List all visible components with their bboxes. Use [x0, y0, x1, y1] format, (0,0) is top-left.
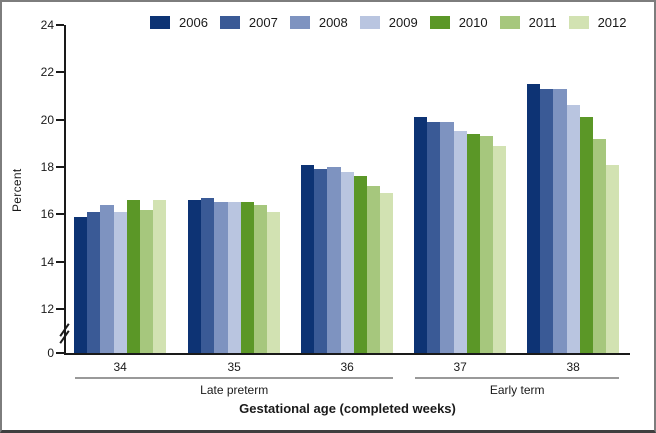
bar-2012-34 — [153, 200, 167, 353]
y-tick-label-22: 22 — [40, 65, 54, 80]
bar-2008-34 — [100, 204, 114, 353]
bar-2012-35 — [267, 211, 281, 353]
bar-2008-37 — [440, 122, 454, 353]
x-tick-label-35: 35 — [227, 360, 241, 374]
y-tick-16 — [56, 213, 64, 216]
bar-2009-36 — [340, 171, 354, 353]
bar-2008-35 — [214, 202, 228, 353]
y-tick-0 — [56, 352, 64, 354]
bar-2012-38 — [606, 164, 620, 353]
legend-item-2012: 2012 — [568, 15, 627, 30]
y-tick-label-24: 24 — [40, 17, 54, 32]
legend-label-2012: 2012 — [597, 15, 627, 30]
legend-item-2006: 2006 — [150, 15, 208, 30]
y-tick-label-18: 18 — [40, 159, 54, 174]
x-tick-label-34: 34 — [113, 360, 127, 374]
legend-label-2006: 2006 — [179, 15, 208, 30]
legend-item-2009: 2009 — [359, 15, 418, 30]
y-tick-label-0: 0 — [47, 346, 54, 360]
y-tick-label-12: 12 — [40, 302, 54, 316]
bar-2007-38 — [540, 88, 554, 353]
bar-2009-35 — [227, 202, 241, 353]
group-label: Early term — [489, 383, 545, 397]
x-tick-label-36: 36 — [340, 360, 354, 374]
y-tick-12 — [56, 308, 64, 310]
bar-2011-35 — [254, 204, 268, 353]
group-underline — [75, 377, 394, 379]
bar-2009-38 — [566, 105, 580, 353]
legend-label-2011: 2011 — [528, 15, 557, 30]
bar-2007-36 — [314, 169, 328, 353]
legend-swatch-2006 — [150, 16, 170, 29]
bar-2010-35 — [240, 202, 254, 353]
legend-label-2009: 2009 — [388, 15, 418, 30]
x-tick-label-38: 38 — [566, 360, 580, 374]
legend-label-2010: 2010 — [458, 15, 488, 30]
bar-2006-35 — [188, 200, 202, 353]
bar-2006-34 — [74, 216, 88, 353]
legend-swatch-2010 — [429, 16, 450, 29]
bar-2012-36 — [380, 193, 394, 353]
bar-2006-38 — [527, 84, 541, 353]
legend-label-2007: 2007 — [248, 15, 278, 30]
y-tick-label-14: 14 — [40, 254, 54, 269]
y-tick-label-16: 16 — [40, 207, 54, 222]
legend-swatch-2011 — [499, 16, 520, 29]
bar-2010-37 — [466, 133, 480, 353]
bar-2011-36 — [367, 185, 381, 353]
y-axis-line — [64, 25, 66, 355]
legend-swatch-2012 — [568, 16, 589, 29]
group-underline — [415, 377, 620, 379]
legend-swatch-2009 — [359, 16, 380, 29]
y-tick-22 — [56, 71, 64, 74]
bar-2010-38 — [579, 117, 593, 353]
legend-swatch-2007 — [219, 16, 240, 29]
legend-label-2008: 2008 — [318, 15, 348, 30]
bar-2011-34 — [140, 209, 154, 353]
y-tick-24 — [56, 23, 64, 26]
bar-2007-35 — [201, 197, 215, 353]
y-tick-14 — [56, 260, 64, 263]
bar-2012-37 — [493, 145, 507, 353]
bar-2006-37 — [414, 117, 428, 353]
group-label: Late preterm — [200, 383, 269, 397]
y-tick-18 — [56, 165, 64, 168]
bar-2007-34 — [87, 211, 101, 353]
bar-2007-37 — [427, 122, 441, 353]
bar-2010-36 — [353, 176, 367, 353]
x-tick-label-37: 37 — [453, 360, 467, 374]
legend-item-2010: 2010 — [429, 15, 488, 30]
bar-2008-38 — [553, 88, 567, 353]
y-tick-20 — [56, 118, 64, 121]
legend-item-2008: 2008 — [289, 15, 348, 30]
bar-2009-34 — [113, 211, 127, 353]
bar-2008-36 — [327, 166, 341, 353]
legend-item-2011: 2011 — [499, 15, 557, 30]
bar-2009-37 — [453, 131, 467, 353]
bar-2011-38 — [593, 138, 607, 353]
x-axis-line — [64, 353, 630, 355]
x-axis-title: Gestational age (completed weeks) — [239, 401, 456, 416]
bar-2006-36 — [301, 164, 315, 353]
legend-swatch-2008 — [289, 16, 310, 29]
bar-2010-34 — [126, 200, 140, 353]
y-tick-label-20: 20 — [40, 112, 54, 127]
legend-item-2007: 2007 — [219, 15, 278, 30]
bar-2011-37 — [480, 136, 494, 353]
chart-legend: 2006 2007 2008 2009 2010 2011 2012 — [150, 15, 627, 30]
